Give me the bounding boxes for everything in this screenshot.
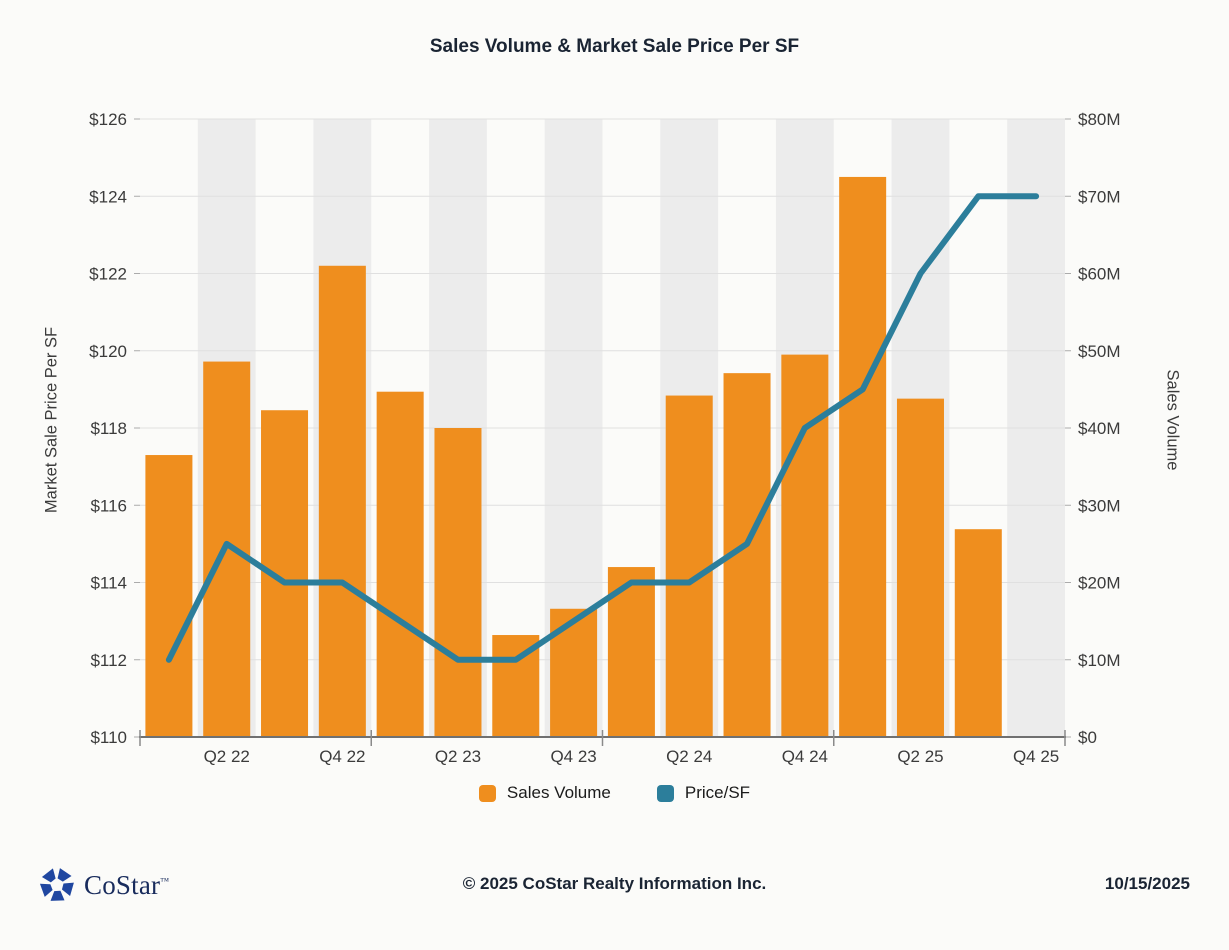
legend-item-price-sf: Price/SF [656,783,751,803]
sales-volume-bar [665,395,713,737]
legend-label: Price/SF [684,783,751,802]
right-axis-tick-label: $40M [1078,419,1121,438]
sales-volume-bar [434,428,482,737]
x-axis-label: Q2 22 [204,747,250,766]
sales-volume-swatch-icon [478,784,496,802]
right-axis-tick-label: $30M [1078,496,1121,515]
costar-pinwheel-icon [39,868,74,901]
sales-volume-bar [896,398,944,737]
sales-volume-bar [318,265,366,737]
price-line [165,193,1040,663]
left-axis-title: Market Sale Price Per SF [42,326,61,514]
report-footer: CoStar™ © 2025 CoStar Realty Information… [0,862,1229,912]
chart-legend: Sales Volume Price/SF [0,783,1229,803]
sales-volume-bar [954,529,1002,737]
right-axis-tick-label: $60M [1078,265,1121,284]
x-axis-label: Q2 23 [435,747,481,766]
x-axis-label: Q4 22 [319,747,365,766]
x-axis-label: Q4 25 [1013,747,1059,766]
copyright-text: © 2025 CoStar Realty Information Inc. [462,874,767,893]
left-axis-tick-label: $118 [90,419,127,438]
report-date: 10/15/2025 [1104,874,1190,893]
legend-label: Sales Volume [506,783,611,802]
left-axis-tick-label: $124 [89,187,127,206]
right-axis-tick-label: $20M [1078,574,1121,593]
trademark-symbol: ™ [160,875,170,886]
sales-volume-bar [781,354,829,737]
sales-volume-bar [839,176,887,737]
right-axis-tick-label: $0 [1078,728,1097,747]
right-axis-tick-label: $70M [1078,187,1121,206]
sales-volume-bar [376,391,424,737]
x-axis-label: Q4 24 [782,747,828,766]
left-axis-tick-label: $112 [90,651,127,670]
left-axis-tick-label: $116 [90,496,127,515]
right-axis-tick-label: $80M [1078,110,1121,129]
left-axis-tick-label: $126 [89,110,127,129]
left-axis-tick-label: $114 [90,574,127,593]
x-axis-label: Q2 24 [666,747,712,766]
sales-volume-bar [145,455,193,737]
right-axis-tick-label: $10M [1078,651,1121,670]
sales-volume-bar [550,608,598,737]
left-axis-tick-label: $120 [89,342,127,361]
price-sf-swatch-icon [656,784,674,802]
x-axis-label: Q4 23 [550,747,596,766]
left-axis-tick-label: $110 [90,728,127,747]
right-axis-title: Sales Volume [1163,369,1182,471]
x-axis-label: Q2 25 [897,747,943,766]
right-axis-tick-label: $50M [1078,342,1121,361]
legend-item-sales-volume: Sales Volume [478,783,611,803]
left-axis-tick-label: $122 [89,265,127,284]
costar-logo-text: CoStar™ [84,869,170,900]
costar-logo: CoStar™ [38,866,169,904]
chart-title: Sales Volume & Market Sale Price Per SF [429,36,800,57]
